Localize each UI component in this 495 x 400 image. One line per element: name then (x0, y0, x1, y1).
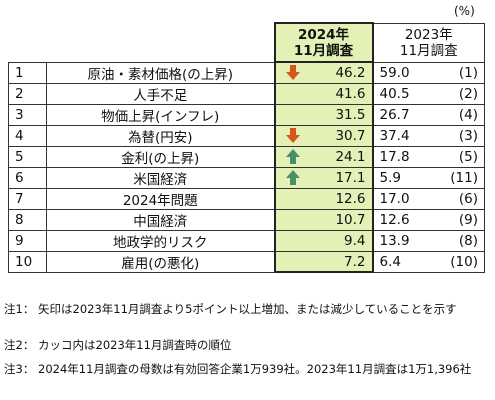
table-row: 1 原油・素材価格(の上昇) 46.2 59.0 (1) (8, 61, 485, 84)
table-row: 7 2024年問題 12.6 17.0 (6) (8, 187, 485, 210)
table-row: 10 雇用(の悪化) 7.2 6.4 (10) (8, 250, 485, 274)
table-row: 4 為替(円安) 30.7 37.4 (3) (8, 124, 485, 147)
value-2023-cell: 37.4 (3) (372, 124, 485, 147)
item-cell: 原油・素材価格(の上昇) (46, 61, 275, 84)
item-cell: 地政学的リスク (46, 229, 275, 252)
value-2023-cell: 59.0 (1) (372, 61, 485, 84)
value-2023-cell: 13.9 (8) (372, 229, 485, 252)
item-cell: 2024年問題 (46, 187, 275, 210)
previous-rank: (3) (458, 127, 478, 144)
item-cell: 雇用(の悪化) (46, 250, 275, 273)
value-2023: 40.5 (379, 85, 410, 102)
value-2024: 9.4 (344, 232, 366, 249)
rank-cell: 4 (8, 124, 47, 147)
value-2023: 26.7 (379, 106, 410, 123)
rank-cell: 1 (8, 61, 47, 84)
value-2023-cell: 6.4 (10) (372, 250, 485, 273)
previous-rank: (6) (458, 190, 478, 207)
value-2023-cell: 17.8 (5) (372, 145, 485, 168)
rank-cell: 6 (8, 166, 47, 189)
previous-rank: (4) (458, 106, 478, 123)
value-2023: 37.4 (379, 127, 410, 144)
item-cell: 物価上昇(インフレ) (46, 103, 275, 126)
table-row: 5 金利(の上昇) 24.1 17.8 (5) (8, 145, 485, 168)
table-row: 2 人手不足 41.6 40.5 (2) (8, 82, 485, 105)
value-2023: 6.4 (379, 253, 401, 270)
value-2024-cell: 9.4 (273, 229, 374, 252)
value-2023-cell: 26.7 (4) (372, 103, 485, 126)
rank-cell: 2 (8, 82, 47, 105)
up-arrow-icon (285, 169, 300, 185)
value-2024-cell: 46.2 (273, 61, 374, 84)
value-2024: 41.6 (335, 85, 366, 102)
down-arrow-icon (285, 65, 300, 80)
item-cell: 中国経済 (46, 208, 275, 231)
value-2024: 24.1 (335, 148, 366, 165)
rank-cell: 9 (8, 229, 47, 252)
value-2023-cell: 12.6 (9) (372, 208, 485, 231)
item-cell: 為替(円安) (46, 124, 275, 147)
item-cell: 人手不足 (46, 82, 275, 105)
value-2024: 17.1 (335, 169, 366, 186)
value-2024-cell: 7.2 (273, 250, 374, 274)
previous-rank: (1) (458, 64, 478, 81)
ranking-table: 2024年 11月調査 2023年 11月調査 1 原油・素材価格(の上昇) 46.… (8, 22, 485, 274)
footnote-2: 注2： カッコ内は2023年11月調査時の順位 (4, 338, 232, 352)
table-header-row: 2024年 11月調査 2023年 11月調査 (9, 22, 485, 63)
table-row: 9 地政学的リスク 9.4 13.9 (8) (8, 229, 485, 252)
footnote-3: 注3： 2024年11月調査の母数は有効回答企業1万939社。2023年11月調… (4, 362, 472, 376)
previous-rank: (2) (458, 85, 478, 102)
value-2023-cell: 5.9 (11) (372, 166, 485, 189)
rank-cell: 8 (8, 208, 47, 231)
value-2024: 7.2 (344, 253, 366, 270)
value-2024: 46.2 (335, 65, 366, 81)
rank-cell: 10 (8, 250, 47, 273)
value-2024: 10.7 (335, 211, 366, 228)
previous-rank: (10) (450, 253, 478, 270)
value-2023: 17.8 (379, 148, 410, 165)
previous-rank: (5) (458, 148, 478, 165)
header-2024-survey: 2024年 11月調査 (273, 22, 374, 63)
value-2024: 30.7 (335, 127, 366, 144)
rank-cell: 5 (8, 145, 47, 168)
item-cell: 米国経済 (46, 166, 275, 189)
previous-rank: (8) (458, 232, 478, 249)
table-row: 3 物価上昇(インフレ) 31.5 26.7 (4) (8, 103, 485, 126)
footnote-1: 注1： 矢印は2023年11月調査より5ポイント以上増加、または減少していること… (4, 302, 457, 316)
value-2024-cell: 17.1 (273, 166, 374, 189)
value-2023: 12.6 (379, 211, 410, 228)
table-row: 6 米国経済 17.1 5.9 (11) (8, 166, 485, 189)
rank-cell: 3 (8, 103, 47, 126)
value-2024-cell: 12.6 (273, 187, 374, 210)
item-cell: 金利(の上昇) (46, 145, 275, 168)
table-body: 1 原油・素材価格(の上昇) 46.2 59.0 (1) 2 人手不足 41.6 40.5 (2)… (8, 61, 485, 274)
value-2024-cell: 31.5 (273, 103, 374, 126)
value-2024-cell: 10.7 (273, 208, 374, 231)
value-2024-cell: 24.1 (273, 145, 374, 168)
value-2024-cell: 30.7 (273, 124, 374, 147)
up-arrow-icon (285, 148, 300, 164)
value-2024-cell: 41.6 (273, 82, 374, 105)
header-2023-survey: 2023年 11月調査 (372, 22, 485, 63)
unit-label: (%) (454, 4, 475, 18)
value-2023: 5.9 (379, 169, 401, 186)
value-2023: 59.0 (379, 64, 410, 81)
down-arrow-icon (285, 127, 300, 143)
value-2023: 17.0 (379, 190, 410, 207)
value-2023-cell: 17.0 (6) (372, 187, 485, 210)
previous-rank: (9) (458, 211, 478, 228)
value-2023: 13.9 (379, 232, 410, 249)
rank-cell: 7 (8, 187, 47, 210)
table-row: 8 中国経済 10.7 12.6 (9) (8, 208, 485, 231)
value-2023-cell: 40.5 (2) (372, 82, 485, 105)
previous-rank: (11) (450, 169, 478, 186)
value-2024: 12.6 (335, 190, 366, 207)
value-2024: 31.5 (335, 106, 366, 123)
